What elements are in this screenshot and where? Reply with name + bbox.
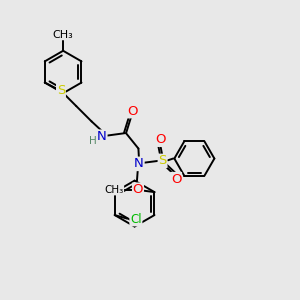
Text: N: N [97, 130, 107, 143]
Text: Cl: Cl [130, 213, 142, 226]
Text: CH₃: CH₃ [104, 185, 124, 195]
Text: S: S [57, 84, 65, 97]
Text: S: S [158, 154, 167, 167]
Text: O: O [128, 105, 138, 118]
Text: O: O [155, 133, 166, 146]
Text: H: H [89, 136, 97, 146]
Text: O: O [133, 183, 143, 196]
Text: CH₃: CH₃ [53, 30, 74, 40]
Text: O: O [171, 172, 181, 186]
Text: N: N [134, 157, 144, 170]
